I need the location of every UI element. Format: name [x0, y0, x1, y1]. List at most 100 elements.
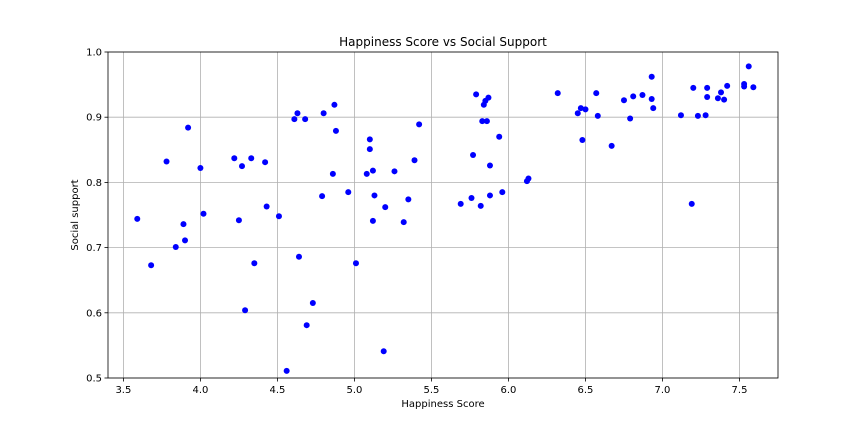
- data-point: [275, 213, 282, 220]
- data-point: [371, 192, 378, 199]
- data-point: [329, 170, 336, 177]
- data-point: [486, 162, 493, 169]
- data-point: [718, 89, 725, 96]
- data-point: [231, 155, 238, 162]
- data-point: [496, 133, 503, 140]
- y-axis-label: Social support: [70, 179, 81, 250]
- x-tick-label: 3.5: [115, 385, 131, 396]
- data-point: [724, 82, 731, 89]
- data-point: [579, 137, 586, 144]
- data-point: [593, 90, 600, 97]
- data-point: [416, 121, 423, 128]
- x-tick-label: 7.0: [655, 385, 671, 396]
- data-point: [172, 243, 179, 250]
- data-point: [309, 300, 316, 307]
- data-point: [182, 237, 189, 244]
- data-point: [369, 217, 376, 224]
- data-point: [554, 90, 561, 97]
- data-point: [630, 93, 637, 100]
- data-point: [648, 73, 655, 80]
- data-point: [332, 127, 339, 134]
- data-point: [577, 105, 584, 112]
- data-point: [650, 105, 657, 112]
- y-tick-label: 0.6: [86, 308, 102, 319]
- y-tick-label: 0.7: [86, 243, 102, 254]
- x-axis-label: Happiness Score: [401, 399, 484, 410]
- data-point: [741, 83, 748, 90]
- data-point: [369, 167, 376, 174]
- data-point: [499, 189, 506, 196]
- data-point: [319, 193, 326, 200]
- data-point: [627, 115, 634, 122]
- data-point: [582, 106, 589, 113]
- data-point: [263, 203, 270, 210]
- data-point: [200, 210, 207, 217]
- data-point: [574, 110, 581, 117]
- data-point: [295, 253, 302, 260]
- data-point: [483, 118, 490, 125]
- data-point: [525, 175, 532, 182]
- data-point: [721, 96, 728, 103]
- data-point: [197, 165, 204, 172]
- data-point: [380, 348, 387, 355]
- data-point: [648, 95, 655, 102]
- data-point: [303, 322, 310, 329]
- x-tick-label: 4.5: [269, 385, 285, 396]
- data-point: [468, 195, 475, 202]
- y-tick-label: 0.5: [86, 374, 102, 385]
- data-point: [239, 163, 245, 170]
- x-tick-label: 6.0: [501, 385, 517, 396]
- data-point: [320, 110, 327, 117]
- x-tick-label: 7.5: [732, 385, 748, 396]
- chart-title: Happiness Score vs Social Support: [339, 35, 547, 49]
- data-point: [163, 158, 170, 165]
- data-point: [302, 116, 309, 123]
- x-tick-label: 5.5: [423, 385, 439, 396]
- data-point: [331, 101, 338, 108]
- data-point: [391, 168, 398, 175]
- data-point: [262, 159, 269, 166]
- x-tick-label: 5.0: [346, 385, 362, 396]
- data-point: [366, 146, 373, 153]
- data-point: [690, 84, 697, 91]
- data-point: [486, 192, 493, 199]
- data-point: [704, 93, 711, 100]
- data-point: [291, 116, 298, 123]
- data-point: [345, 189, 352, 196]
- y-tick-label: 0.8: [86, 178, 102, 189]
- data-point: [750, 84, 757, 91]
- x-tick-label: 6.5: [578, 385, 594, 396]
- plot-frame: [107, 51, 779, 379]
- x-axis-ticks: 3.5 4.0 4.5 5.0 5.5 6.0 6.5 7.0 7.5: [115, 378, 747, 396]
- data-point: [235, 217, 242, 224]
- data-point: [485, 94, 492, 101]
- data-point: [366, 136, 373, 143]
- y-axis-ticks: 0.5 0.6 0.7 0.8 0.9 1.0: [86, 48, 108, 385]
- data-point: [639, 92, 646, 99]
- data-point: [242, 307, 249, 314]
- data-point: [470, 152, 477, 159]
- data-point: [248, 155, 255, 162]
- data-points: [134, 63, 757, 374]
- data-point: [620, 97, 627, 104]
- y-tick-label: 0.9: [86, 113, 102, 124]
- data-point: [363, 170, 370, 177]
- data-point: [688, 200, 695, 207]
- data-point: [294, 110, 301, 117]
- data-point: [694, 112, 701, 119]
- data-point: [251, 260, 258, 267]
- data-point: [704, 84, 711, 91]
- data-point: [714, 95, 721, 102]
- x-tick-label: 4.0: [192, 385, 208, 396]
- data-point: [477, 202, 484, 209]
- data-point: [473, 91, 480, 98]
- data-point: [479, 118, 486, 125]
- data-point: [283, 367, 290, 374]
- data-point: [411, 157, 418, 164]
- data-point: [608, 142, 615, 149]
- data-point: [702, 112, 709, 119]
- data-point: [594, 112, 601, 119]
- y-tick-label: 1.0: [86, 48, 102, 59]
